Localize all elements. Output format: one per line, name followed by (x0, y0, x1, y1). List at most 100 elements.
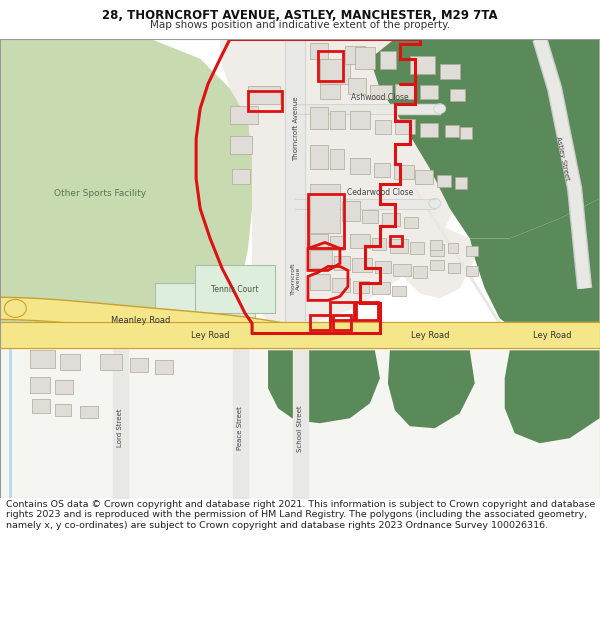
Bar (100, 354, 122, 370)
Text: Peace Street: Peace Street (237, 406, 243, 450)
Bar (362, 209, 378, 224)
Bar (320, 59, 350, 84)
Bar (353, 281, 369, 293)
Bar (448, 264, 460, 273)
Polygon shape (1, 39, 200, 398)
Bar (450, 89, 465, 101)
Text: Map shows position and indicative extent of the property.: Map shows position and indicative extent… (150, 20, 450, 30)
Bar (155, 360, 173, 374)
Bar (352, 259, 372, 272)
Bar (355, 47, 375, 69)
Bar (232, 169, 250, 184)
Bar (437, 174, 451, 186)
Polygon shape (220, 39, 475, 323)
Bar (330, 236, 344, 251)
Bar (390, 239, 408, 254)
Text: School Street: School Street (297, 405, 303, 451)
Bar (375, 119, 391, 134)
Bar (310, 274, 330, 291)
Bar (248, 91, 282, 111)
Bar (420, 84, 438, 99)
Ellipse shape (4, 299, 26, 318)
Polygon shape (388, 351, 475, 428)
Text: Contains OS data © Crown copyright and database right 2021. This information is : Contains OS data © Crown copyright and d… (6, 500, 595, 530)
Bar (410, 242, 424, 254)
Bar (466, 266, 478, 276)
Bar (394, 164, 414, 179)
Text: Thorncroft
Avenue: Thorncroft Avenue (290, 262, 301, 295)
Bar (375, 261, 391, 273)
Bar (310, 42, 328, 59)
Bar (32, 399, 50, 413)
Bar (350, 158, 370, 174)
Bar (230, 106, 258, 124)
Bar (31, 378, 50, 393)
Bar (55, 380, 73, 394)
Bar (392, 286, 406, 296)
Bar (448, 244, 458, 254)
Bar (430, 241, 442, 251)
Bar (330, 302, 354, 321)
Polygon shape (155, 283, 255, 323)
Bar (80, 406, 98, 418)
Bar (455, 177, 467, 189)
Bar (380, 51, 396, 69)
Bar (308, 194, 344, 249)
Text: Tennis Court: Tennis Court (211, 285, 259, 294)
Ellipse shape (429, 199, 441, 209)
Text: Cedarwood Close: Cedarwood Close (347, 188, 413, 196)
Bar (395, 84, 415, 99)
Bar (61, 354, 80, 370)
Bar (430, 261, 444, 271)
Polygon shape (370, 39, 599, 239)
Ellipse shape (434, 104, 446, 114)
Bar (310, 144, 328, 169)
Bar (345, 46, 365, 64)
Text: Ley Road: Ley Road (410, 331, 449, 340)
Polygon shape (1, 39, 252, 398)
Bar (130, 358, 148, 372)
Bar (372, 239, 386, 251)
Bar (374, 162, 390, 176)
Bar (370, 84, 392, 99)
Bar (1, 348, 599, 498)
Bar (445, 124, 459, 137)
Polygon shape (505, 351, 599, 443)
Polygon shape (370, 189, 475, 298)
Polygon shape (268, 351, 380, 423)
Bar (310, 107, 328, 129)
Polygon shape (470, 199, 599, 338)
Text: Astley Street: Astley Street (555, 136, 570, 181)
Text: Thorncroft Avenue: Thorncroft Avenue (293, 96, 299, 161)
Bar (195, 266, 275, 313)
Bar (393, 264, 411, 276)
Bar (318, 51, 343, 81)
Bar (390, 236, 402, 246)
Bar (430, 244, 444, 256)
Bar (310, 234, 328, 249)
Bar (310, 184, 340, 234)
Text: Ashwood Close: Ashwood Close (351, 92, 409, 102)
Bar (55, 404, 71, 416)
Bar (342, 201, 360, 221)
Bar (350, 111, 370, 129)
Bar (230, 136, 252, 154)
Bar (372, 282, 390, 294)
Text: Ley Road: Ley Road (191, 331, 229, 340)
Bar (413, 266, 427, 278)
Text: Ley Road: Ley Road (533, 331, 572, 340)
Bar (440, 64, 460, 79)
Bar (395, 119, 415, 134)
Bar (31, 351, 55, 368)
Bar (466, 246, 478, 256)
Bar (333, 316, 351, 331)
Bar (350, 234, 370, 249)
Bar (248, 86, 280, 104)
Bar (382, 213, 400, 226)
Bar (320, 84, 340, 99)
Bar (334, 256, 350, 271)
Bar (460, 127, 472, 139)
Text: Other Sports Facility: Other Sports Facility (54, 189, 146, 198)
Text: 28, THORNCROFT AVENUE, ASTLEY, MANCHESTER, M29 7TA: 28, THORNCROFT AVENUE, ASTLEY, MANCHESTE… (102, 9, 498, 21)
Bar (404, 216, 418, 229)
